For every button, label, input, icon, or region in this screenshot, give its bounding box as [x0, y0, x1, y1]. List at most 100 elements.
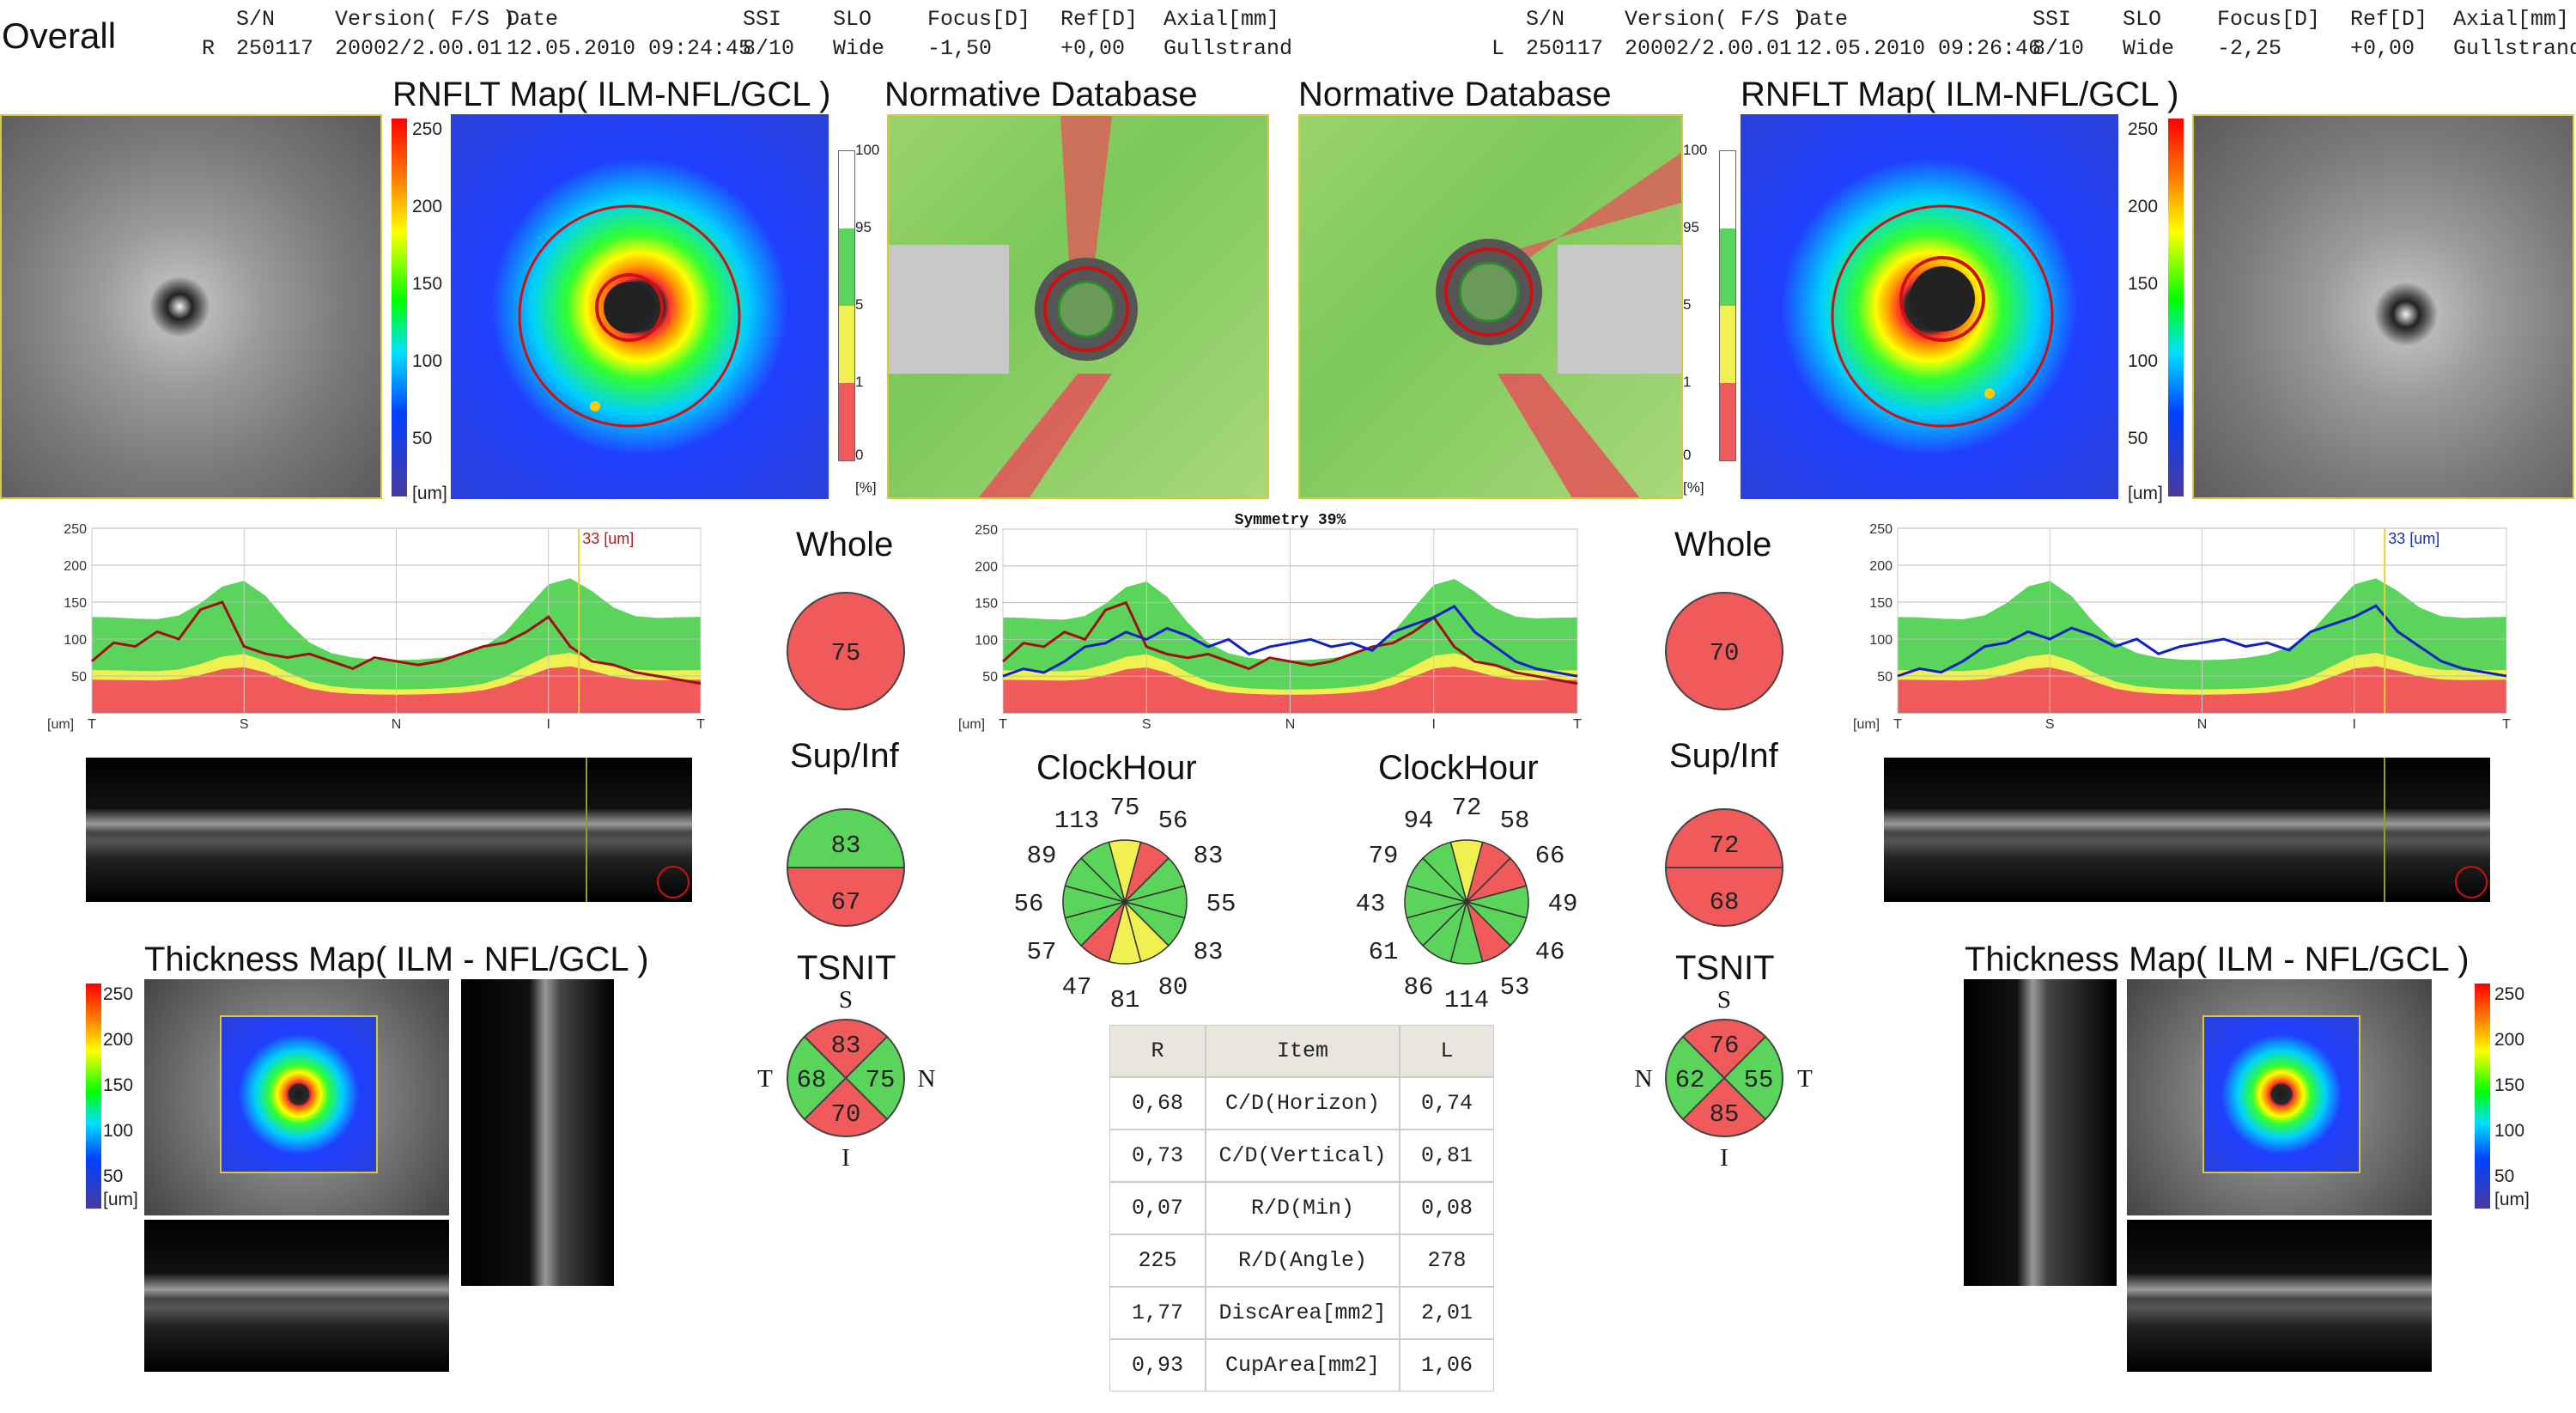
- header-label: S/N: [236, 7, 276, 32]
- table-cell: CupArea[mm2]: [1206, 1339, 1400, 1392]
- table-cell: 0,81: [1400, 1130, 1494, 1182]
- colorbar-tick: 200: [2128, 197, 2159, 216]
- bscan-right: [86, 758, 692, 902]
- clock-value: 81: [1110, 986, 1140, 1009]
- horizontal-scan-right: [144, 1220, 449, 1372]
- header-value: 12.05.2010 09:24:45: [507, 36, 752, 61]
- horizontal-scan-left: [2127, 1220, 2432, 1372]
- x-tick-label: T: [1573, 717, 1582, 732]
- colorbar-tick: 200: [412, 197, 443, 216]
- percent-bar-left: [1719, 150, 1736, 461]
- tsnit-quadrant-right: [1722, 1035, 1783, 1121]
- thickness-map-left: [2127, 979, 2432, 1215]
- percent-bar-right: [838, 150, 855, 461]
- header-label: Focus[D]: [927, 7, 1031, 32]
- clock-value: 55: [1206, 890, 1236, 918]
- inf-value: 68: [1710, 888, 1740, 917]
- clock-value: 79: [1369, 842, 1399, 870]
- thickness-title-left: Thickness Map( ILM - NFL/GCL ): [1965, 941, 2470, 978]
- tsnit-value-top: 83: [831, 1032, 861, 1060]
- tsnit-value-right: 55: [1744, 1066, 1774, 1094]
- header-value: 20002/2.00.01: [335, 36, 503, 61]
- header-label: Ref[D]: [1060, 7, 1139, 32]
- rnflt-map-title-right: RNFLT Map( ILM-NFL/GCL ): [392, 76, 831, 113]
- clock-value: 57: [1027, 938, 1057, 966]
- tsnit-letter-left: T: [757, 1065, 773, 1093]
- series-line: [1002, 604, 1578, 678]
- vertical-scan-right: [461, 979, 614, 1286]
- header-value: 250117: [1526, 36, 1604, 61]
- clockhour-label-left: ClockHour: [1378, 749, 1539, 787]
- clock-value: 53: [1500, 973, 1530, 1002]
- clock-value: 58: [1500, 807, 1530, 835]
- table-header-cell: L: [1400, 1025, 1494, 1077]
- y-tick-label: 250: [975, 523, 998, 538]
- tsnit-letter-top: S: [1717, 986, 1731, 1014]
- fundus-image-right: [0, 114, 382, 499]
- header-label: SSI: [743, 7, 782, 32]
- table-cell: 0,08: [1400, 1182, 1494, 1234]
- vertical-scan-left: [1964, 979, 2117, 1286]
- colorbar-unit: [um]: [103, 1190, 138, 1209]
- colorbar-tick: 100: [412, 351, 443, 371]
- whole-circle: [787, 592, 905, 710]
- header-value: Wide: [2123, 36, 2175, 61]
- colorbar-tick: 200: [2494, 1030, 2525, 1050]
- supinf-label-right: Sup/Inf: [790, 737, 899, 775]
- tsnit-quadrant-bottom: [1681, 1076, 1767, 1137]
- clock-value: 83: [1194, 842, 1224, 870]
- clock-value: 94: [1404, 807, 1434, 835]
- x-tick-label: S: [2045, 717, 2055, 732]
- clock-value: 72: [1452, 794, 1482, 822]
- whole-label-left: Whole: [1674, 526, 1772, 563]
- tsnit-letter-bottom: I: [1720, 1144, 1728, 1168]
- normative-map-right: [887, 114, 1269, 499]
- marker-label: 33 [um]: [582, 530, 634, 547]
- x-tick-label: N: [1285, 717, 1296, 732]
- header-value: +0,00: [1060, 36, 1126, 61]
- table-cell: 0,68: [1109, 1077, 1206, 1130]
- whole-circle: [1665, 592, 1783, 710]
- normative-map-left: [1298, 114, 1683, 499]
- x-tick-label: N: [392, 717, 402, 732]
- y-tick-label: 250: [64, 522, 87, 537]
- colorbar-tick: 200: [103, 1030, 134, 1050]
- header-label: Axial[mm]: [2453, 7, 2570, 32]
- fundus-image-left: [2192, 114, 2574, 499]
- series-line: [1001, 600, 1578, 685]
- header-label: Ref[D]: [2350, 7, 2428, 32]
- tsnit-letter-right: T: [1797, 1065, 1813, 1093]
- percent-tick: 5: [1683, 296, 1692, 313]
- x-tick-label: I: [2353, 717, 2356, 732]
- percent-unit: [%]: [855, 479, 877, 496]
- measurement-table: R Item L 0,68 C/D(Horizon) 0,74 0,73 C/D(Vertic…: [1109, 1025, 1494, 1394]
- clock-value: 49: [1548, 890, 1578, 918]
- table-cell: 225: [1109, 1234, 1206, 1287]
- colorbar-tick: 150: [412, 274, 443, 294]
- y-unit: [um]: [47, 717, 74, 732]
- y-tick-label: 200: [1869, 559, 1893, 574]
- tsnit-quadrant-bottom: [803, 1076, 889, 1137]
- colorbar-tick: 100: [2494, 1121, 2525, 1141]
- inf-half: [786, 867, 906, 927]
- thickness-colorbar-left: [2475, 984, 2490, 1209]
- sup-half: [786, 808, 906, 868]
- x-tick-label: T: [88, 717, 96, 732]
- table-cell: R/D(Min): [1206, 1182, 1400, 1234]
- y-tick-label: 150: [975, 597, 998, 612]
- header-eye: R: [202, 36, 216, 61]
- table-cell: DiscArea[mm2]: [1206, 1287, 1400, 1339]
- tsnit-letter-top: S: [839, 986, 853, 1014]
- header-value: +0,00: [2350, 36, 2415, 61]
- clock-value: 83: [1194, 938, 1224, 966]
- colorbar-tick: 250: [2128, 119, 2159, 139]
- header-label: Axial[mm]: [1163, 7, 1280, 32]
- tsnit-letter-bottom: I: [841, 1144, 850, 1168]
- tsnit-quadrant-right: [844, 1035, 905, 1121]
- table-cell: 1,77: [1109, 1287, 1206, 1339]
- percent-unit: [%]: [1683, 479, 1704, 496]
- table-header-cell: R: [1109, 1025, 1206, 1077]
- clock-value: 43: [1356, 890, 1386, 918]
- thickness-title-right: Thickness Map( ILM - NFL/GCL ): [144, 941, 649, 978]
- sup-value: 83: [831, 831, 861, 860]
